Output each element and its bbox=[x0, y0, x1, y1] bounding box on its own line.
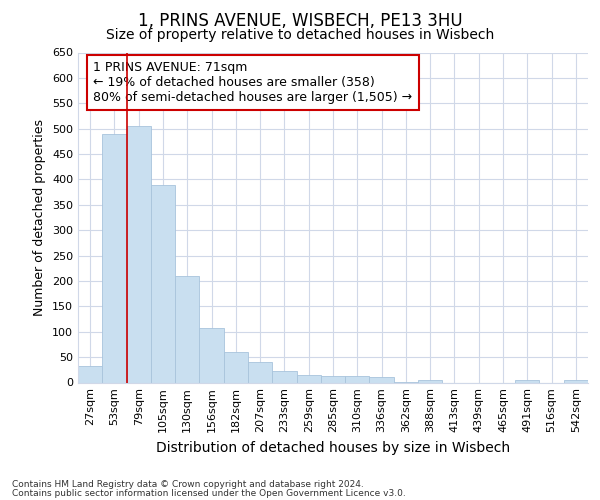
Text: 1 PRINS AVENUE: 71sqm
← 19% of detached houses are smaller (358)
80% of semi-det: 1 PRINS AVENUE: 71sqm ← 19% of detached … bbox=[94, 60, 412, 104]
Bar bbox=[199, 328, 224, 382]
Bar bbox=[564, 380, 588, 382]
Bar bbox=[248, 362, 272, 382]
Bar bbox=[345, 376, 370, 382]
Bar bbox=[102, 134, 127, 382]
Bar bbox=[515, 380, 539, 382]
Bar bbox=[272, 372, 296, 382]
Y-axis label: Number of detached properties: Number of detached properties bbox=[34, 119, 46, 316]
Bar bbox=[127, 126, 151, 382]
Bar bbox=[78, 366, 102, 382]
Bar bbox=[296, 375, 321, 382]
Bar bbox=[321, 376, 345, 382]
Bar bbox=[175, 276, 199, 382]
Text: Contains HM Land Registry data © Crown copyright and database right 2024.: Contains HM Land Registry data © Crown c… bbox=[12, 480, 364, 489]
X-axis label: Distribution of detached houses by size in Wisbech: Distribution of detached houses by size … bbox=[156, 440, 510, 454]
Bar bbox=[370, 378, 394, 382]
Bar bbox=[151, 184, 175, 382]
Text: Size of property relative to detached houses in Wisbech: Size of property relative to detached ho… bbox=[106, 28, 494, 42]
Bar bbox=[418, 380, 442, 382]
Text: 1, PRINS AVENUE, WISBECH, PE13 3HU: 1, PRINS AVENUE, WISBECH, PE13 3HU bbox=[137, 12, 463, 30]
Text: Contains public sector information licensed under the Open Government Licence v3: Contains public sector information licen… bbox=[12, 488, 406, 498]
Bar bbox=[224, 352, 248, 382]
